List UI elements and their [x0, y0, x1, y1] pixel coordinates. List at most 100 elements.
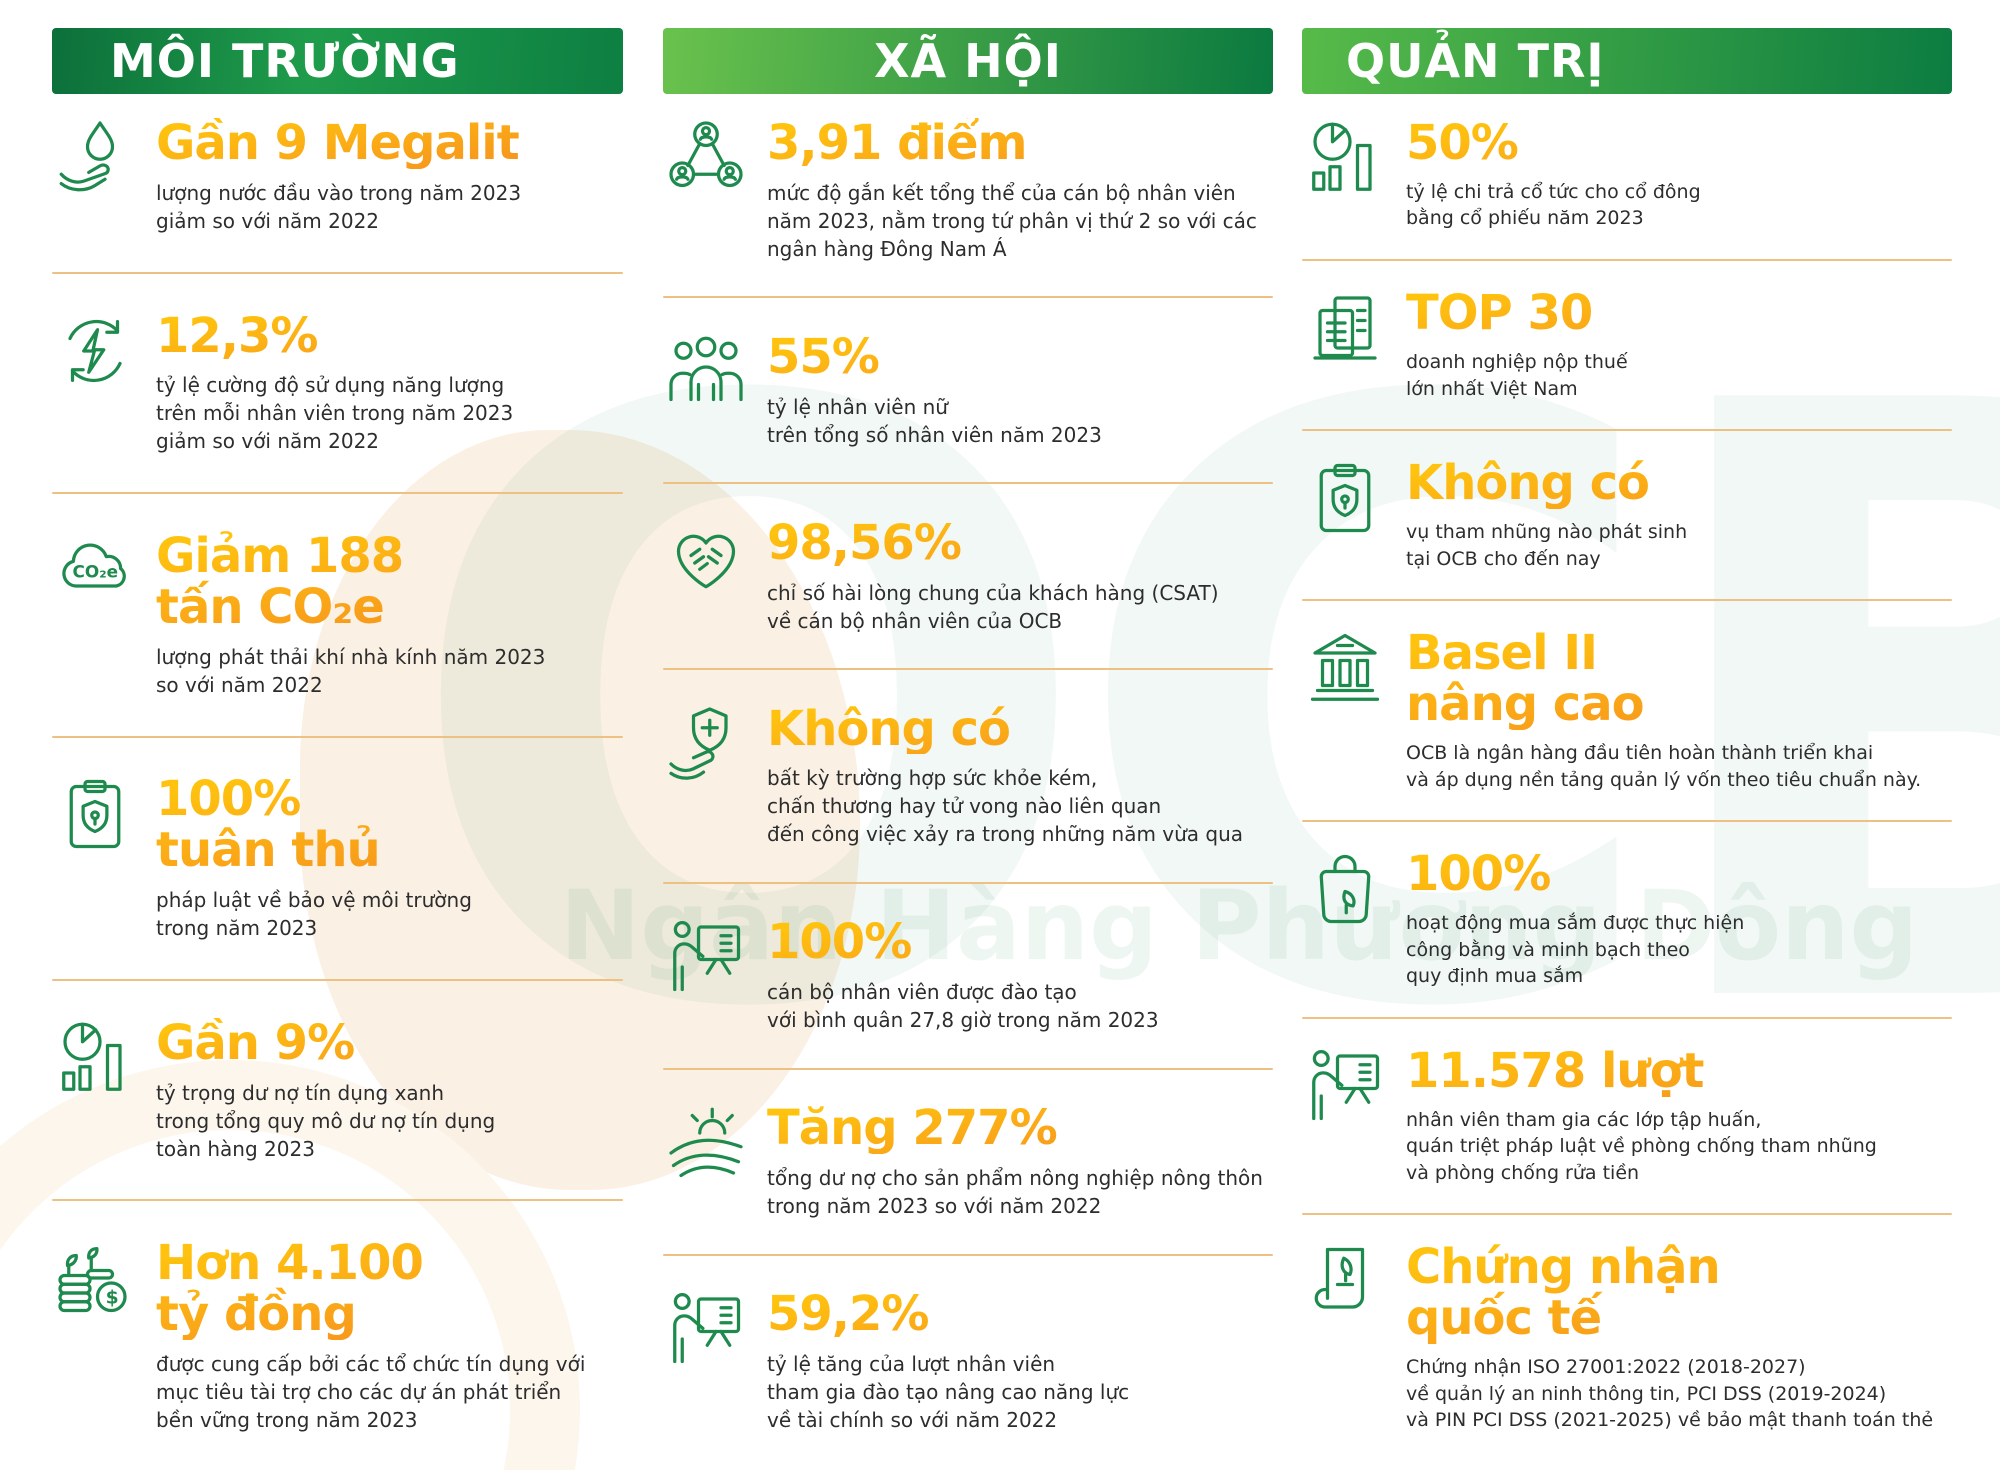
- column-governance: QUẢN TRỊ 50% tỷ lệ chi trả cổ tức cho cổ…: [1302, 28, 1952, 1442]
- stat-headline: 12,3%: [156, 310, 623, 362]
- stat-headline: Basel II nâng cao: [1406, 628, 1952, 730]
- divider: [663, 1253, 1273, 1256]
- people-network-icon: [663, 118, 749, 198]
- stat-description: cán bộ nhân viên được đào tạo với bình q…: [767, 980, 1159, 1033]
- stat-headline: Giảm 188 tấn CO₂e: [156, 531, 623, 633]
- energy-recycle-icon: [52, 311, 138, 391]
- stat-description: tỷ lệ chi trả cổ tức cho cổ đông bằng cổ…: [1406, 180, 1701, 230]
- divider: [663, 668, 1273, 671]
- stat-description: Chứng nhận ISO 27001:2022 (2018-2027) về…: [1406, 1356, 1934, 1432]
- column-social-items: 3,91 điểm mức độ gắn kết tổng thể của cá…: [663, 94, 1273, 1442]
- divider: [663, 482, 1273, 485]
- stat-headline: Gần 9%: [156, 1017, 623, 1069]
- stat-item-water: Gần 9 Megalit lượng nước đầu vào trong n…: [52, 118, 623, 235]
- stat-item-female-ratio: 55% tỷ lệ nhân viên nữ trên tổng số nhân…: [663, 331, 1273, 449]
- people-group-icon: [663, 332, 749, 412]
- stat-description: pháp luật về bảo vệ môi trường trong năm…: [156, 888, 472, 941]
- column-social-header: XÃ HỘI: [663, 28, 1273, 94]
- stat-description: tỷ trọng dư nợ tín dụng xanh trong tổng …: [156, 1080, 496, 1161]
- stat-description: lượng nước đầu vào trong năm 2023 giảm s…: [156, 180, 522, 233]
- stat-headline: TOP 30: [1406, 288, 1952, 339]
- divider: [663, 296, 1273, 299]
- stat-item-compliance: 100% tuân thủ pháp luật về bảo vệ môi tr…: [52, 774, 623, 942]
- column-environment: MÔI TRƯỜNG Gần 9 Megalit lượng nước đầu …: [52, 28, 623, 1442]
- column-environment-header: MÔI TRƯỜNG: [52, 28, 623, 94]
- divider: [52, 1199, 623, 1202]
- stat-description: tỷ lệ cường độ sử dụng năng lượng trên m…: [156, 373, 514, 454]
- stat-description: chỉ số hài lòng chung của khách hàng (CS…: [767, 580, 1219, 633]
- stat-item-no-corruption: Không có vụ tham nhũng nào phát sinh tại…: [1302, 458, 1952, 572]
- agriculture-field-icon: [663, 1103, 749, 1183]
- stat-description: vụ tham nhũng nào phát sinh tại OCB cho …: [1406, 521, 1688, 570]
- pie-bar-chart-icon: [1302, 118, 1388, 198]
- stat-description: nhân viên tham gia các lớp tập huấn, quá…: [1406, 1108, 1877, 1184]
- stat-headline: 59,2%: [767, 1289, 1273, 1340]
- stat-headline: 11.578 lượt: [1406, 1045, 1952, 1097]
- stat-headline: Chứng nhận quốc tế: [1406, 1242, 1952, 1344]
- divider: [1302, 259, 1952, 262]
- hand-shield-health-icon: [663, 704, 749, 784]
- divider: [663, 1067, 1273, 1070]
- training-presentation-icon: [663, 917, 749, 997]
- divider: [1302, 1213, 1952, 1216]
- divider: [1302, 429, 1952, 432]
- stat-item-finance-training: 59,2% tỷ lệ tăng của lượt nhân viên tham…: [663, 1289, 1273, 1434]
- stat-item-aml-training: 11.578 lượt nhân viên tham gia các lớp t…: [1302, 1045, 1952, 1187]
- stat-description: mức độ gắn kết tổng thể của cán bộ nhân …: [767, 180, 1257, 261]
- stat-description: doanh nghiệp nộp thuế lớn nhất Việt Nam: [1406, 350, 1628, 400]
- stat-item-co2: Giảm 188 tấn CO₂e lượng phát thải khí nh…: [52, 531, 623, 699]
- divider: [1302, 820, 1952, 823]
- divider: [52, 492, 623, 495]
- background-blob: [300, 430, 860, 1190]
- stat-description: tỷ lệ tăng của lượt nhân viên tham gia đ…: [767, 1351, 1130, 1432]
- stat-headline: 50%: [1406, 118, 1952, 169]
- column-social: XÃ HỘI 3,91 điểm mức độ gắn kết tổng thể…: [663, 28, 1273, 1442]
- stat-item-certifications: Chứng nhận quốc tế Chứng nhận ISO 27001:…: [1302, 1242, 1952, 1434]
- stat-headline: Hơn 4.100 tỷ đồng: [156, 1238, 623, 1340]
- pie-bar-chart-icon: [52, 1018, 138, 1098]
- stat-headline: 3,91 điểm: [767, 118, 1273, 169]
- heart-hands-icon: [663, 518, 749, 598]
- clipboard-shield-icon: [1302, 458, 1388, 538]
- stat-description: hoạt động mua sắm được thực hiện công bằ…: [1406, 912, 1745, 988]
- brand-tagline-watermark: Ngân Hàng Phương Đông: [560, 870, 1919, 982]
- hand-water-drop-icon: [52, 118, 138, 198]
- column-governance-items: 50% tỷ lệ chi trả cổ tức cho cổ đông bằn…: [1302, 94, 1952, 1442]
- stat-item-dividend: 50% tỷ lệ chi trả cổ tức cho cổ đông bằn…: [1302, 118, 1952, 232]
- stat-item-energy: 12,3% tỷ lệ cường độ sử dụng năng lượng …: [52, 310, 623, 456]
- stat-item-basel: Basel II nâng cao OCB là ngân hàng đầu t…: [1302, 628, 1952, 793]
- training-presentation-icon: [663, 1289, 749, 1369]
- tax-documents-icon: [1302, 288, 1388, 368]
- stat-description: OCB là ngân hàng đầu tiên hoàn thành tri…: [1406, 741, 1922, 791]
- stat-description: được cung cấp bởi các tổ chức tín dụng v…: [156, 1352, 586, 1432]
- procurement-bag-leaf-icon: [1302, 849, 1388, 929]
- divider: [52, 978, 623, 981]
- certificate-scroll-icon: [1302, 1242, 1388, 1322]
- stat-headline: Tăng 277%: [767, 1103, 1273, 1154]
- stat-item-csat: 98,56% chỉ số hài lòng chung của khách h…: [663, 517, 1273, 635]
- stat-item-procurement: 100% hoạt động mua sắm được thực hiện cô…: [1302, 849, 1952, 990]
- money-growth-icon: [52, 1238, 138, 1318]
- co2e-cloud-icon: [52, 531, 138, 611]
- stat-item-training: 100% cán bộ nhân viên được đào tạo với b…: [663, 917, 1273, 1034]
- stat-description: tổng dư nợ cho sản phẩm nông nghiệp nông…: [767, 1166, 1263, 1219]
- stat-headline: 100%: [767, 917, 1273, 968]
- divider: [1302, 599, 1952, 602]
- training-presentation-icon: [1302, 1046, 1388, 1126]
- stat-item-top-taxpayer: TOP 30 doanh nghiệp nộp thuế lớn nhất Vi…: [1302, 288, 1952, 402]
- stat-headline: Gần 9 Megalit: [156, 118, 623, 169]
- stat-description: bất kỳ trường hợp sức khỏe kém, chấn thư…: [767, 766, 1244, 847]
- stat-item-engagement: 3,91 điểm mức độ gắn kết tổng thể của cá…: [663, 118, 1273, 263]
- stat-item-agriculture: Tăng 277% tổng dư nợ cho sản phẩm nông n…: [663, 1103, 1273, 1220]
- divider: [1302, 1016, 1952, 1019]
- stat-item-health-safety: Không có bất kỳ trường hợp sức khỏe kém,…: [663, 703, 1273, 849]
- stat-headline: 100%: [1406, 849, 1952, 900]
- stat-headline: Không có: [1406, 458, 1952, 509]
- divider: [52, 271, 623, 274]
- stat-headline: 55%: [767, 331, 1273, 383]
- stat-headline: 98,56%: [767, 517, 1273, 569]
- stat-description: tỷ lệ nhân viên nữ trên tổng số nhân viê…: [767, 394, 1102, 447]
- stat-headline: Không có: [767, 703, 1273, 755]
- stat-item-green-credit: Gần 9% tỷ trọng dư nợ tín dụng xanh tron…: [52, 1017, 623, 1163]
